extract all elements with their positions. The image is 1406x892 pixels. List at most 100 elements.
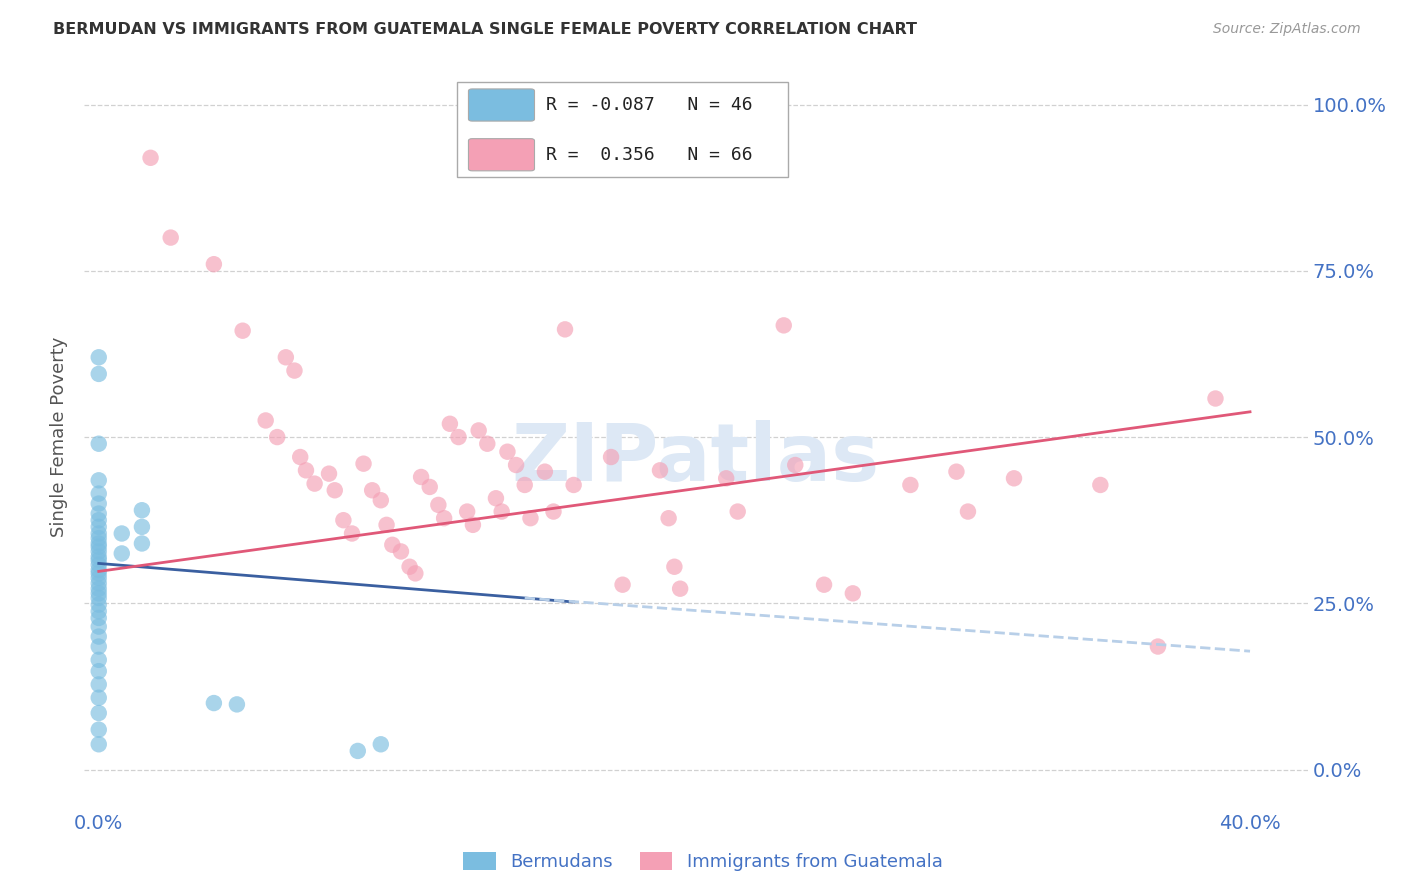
Point [491,504,513,518]
Point [477,436,499,450]
Point [111,546,134,560]
Point [87,677,110,691]
Point [439,417,461,431]
Point [87,549,110,564]
Point [111,526,134,541]
Point [772,318,794,333]
Point [461,517,484,532]
Point [323,483,346,498]
Point [411,470,433,484]
Y-axis label: Single Female Poverty: Single Female Poverty [51,337,69,537]
Point [87,630,110,644]
Point [389,544,412,558]
Point [131,520,153,534]
Point [87,571,110,585]
Text: Source: ZipAtlas.com: Source: ZipAtlas.com [1213,22,1361,37]
Point [87,619,110,633]
Point [813,577,835,591]
Point [87,563,110,577]
FancyBboxPatch shape [468,89,534,121]
Point [648,463,671,477]
Point [87,544,110,558]
Point [87,640,110,654]
Point [202,257,225,271]
Point [513,478,536,492]
Point [669,582,692,596]
Point [304,476,326,491]
Point [658,511,681,525]
Point [727,504,749,518]
Point [447,430,470,444]
Point [714,471,737,485]
Point [87,586,110,600]
Text: BERMUDAN VS IMMIGRANTS FROM GUATEMALA SINGLE FEMALE POVERTY CORRELATION CHART: BERMUDAN VS IMMIGRANTS FROM GUATEMALA SI… [53,22,918,37]
Text: R = -0.087   N = 46: R = -0.087 N = 46 [546,96,752,114]
Point [87,553,110,567]
Point [562,478,585,492]
Point [87,653,110,667]
Point [232,324,254,338]
FancyBboxPatch shape [468,138,534,171]
Point [467,424,489,438]
Point [370,493,392,508]
Point [375,517,398,532]
Point [1002,471,1025,485]
Point [290,450,312,464]
Point [456,504,478,518]
Text: R =  0.356   N = 66: R = 0.356 N = 66 [546,145,752,164]
Point [283,363,305,377]
Point [600,450,623,464]
Point [785,458,807,472]
Point [87,737,110,751]
Point [519,511,541,525]
Point [87,497,110,511]
Point [254,413,277,427]
Point [534,465,557,479]
Point [225,698,247,712]
Point [87,723,110,737]
Point [87,536,110,550]
Point [87,582,110,596]
Point [496,444,519,458]
Point [266,430,288,444]
Point [1090,478,1112,492]
Point [1204,392,1226,406]
Point [87,513,110,527]
Point [87,706,110,720]
Point [87,540,110,554]
Point [900,478,922,492]
Point [131,536,153,550]
Point [295,463,318,477]
Point [87,598,110,612]
Point [202,696,225,710]
Point [612,577,634,591]
Point [87,507,110,521]
Point [419,480,441,494]
Point [346,744,368,758]
Point [274,351,297,365]
Point [87,664,110,678]
Point [353,457,375,471]
Point [139,151,162,165]
Point [318,467,340,481]
Point [664,559,686,574]
Point [340,526,363,541]
FancyBboxPatch shape [457,82,787,178]
Point [159,230,181,244]
Point [404,566,426,581]
Point [87,486,110,500]
Point [370,737,392,751]
Point [87,690,110,705]
Point [543,504,565,518]
Point [87,558,110,572]
Point [87,526,110,541]
Point [131,503,153,517]
Point [87,367,110,381]
Point [87,576,110,591]
Point [87,566,110,581]
Point [505,458,527,472]
Point [87,604,110,618]
Point [87,351,110,365]
Point [87,611,110,625]
Point [1147,640,1170,654]
